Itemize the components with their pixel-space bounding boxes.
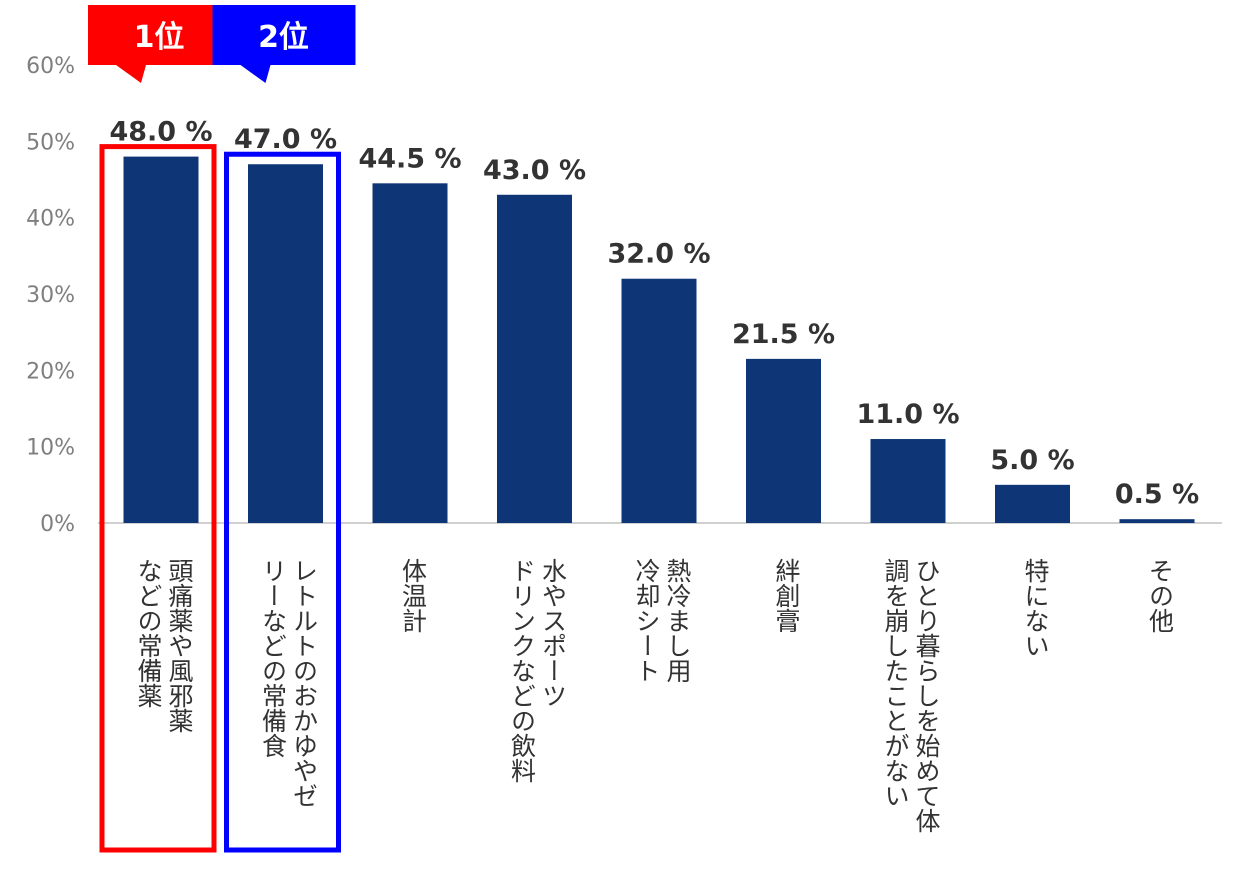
category-label-line: ひとり暮らしを始めて体 xyxy=(911,558,942,833)
data-label: 5.0 % xyxy=(990,445,1074,476)
bar xyxy=(746,359,821,523)
bar xyxy=(497,195,572,523)
category-label-line: 水やスポーツ xyxy=(538,558,569,708)
bar xyxy=(1120,519,1195,523)
category-label: 絆創膏 xyxy=(742,558,832,858)
rank-badge-pointer xyxy=(116,65,146,83)
rank-badge-pointer xyxy=(241,65,271,83)
category-label-line: などの常備薬 xyxy=(133,558,164,708)
category-label: その他 xyxy=(1115,558,1205,858)
category-label: 特にない xyxy=(991,558,1081,858)
category-label: 水やスポーツ ドリンクなどの飲料 xyxy=(493,558,583,858)
bar xyxy=(124,157,199,523)
data-label: 21.5 % xyxy=(732,319,835,350)
data-label: 48.0 % xyxy=(109,117,212,148)
data-label: 11.0 % xyxy=(856,399,959,430)
category-label: ひとり暮らしを始めて体 調を崩したことがない xyxy=(866,558,956,858)
category-label-line: 熱冷まし用 xyxy=(662,558,693,683)
rank-badge-label: 1位 xyxy=(134,20,185,55)
category-label: 体温計 xyxy=(368,558,458,858)
category-label: レトルトのおかゆやゼ リーなどの常備食 xyxy=(244,558,334,858)
data-label: 44.5 % xyxy=(358,143,461,174)
bar xyxy=(871,439,946,523)
chart-root: 0% 10% 20% 30% 40% 50% 60% 48.0 % 47.0 % 44.5 % 43… xyxy=(0,0,1239,872)
category-label-line: 頭痛薬や風邪薬 xyxy=(164,558,195,733)
category-label: 頭痛薬や風邪薬 などの常備薬 xyxy=(119,558,209,858)
category-label-line: 体温計 xyxy=(398,558,429,633)
category-label-line: 調を崩したことがない xyxy=(880,558,911,808)
data-label: 0.5 % xyxy=(1115,479,1199,510)
category-label-line: その他 xyxy=(1145,558,1176,633)
data-label: 47.0 % xyxy=(234,124,337,155)
y-tick-label: 60% xyxy=(26,54,75,79)
y-tick-label: 30% xyxy=(26,283,75,308)
bar xyxy=(248,164,323,523)
category-label-line: レトルトのおかゆやゼ xyxy=(289,558,320,808)
category-label: 熱冷まし用 冷却シート xyxy=(617,558,707,858)
category-label-line: ドリンクなどの飲料 xyxy=(507,558,538,783)
y-tick-label: 20% xyxy=(26,359,75,384)
y-tick-label: 0% xyxy=(40,512,75,537)
data-label: 43.0 % xyxy=(483,155,586,186)
rank-badge-label: 2位 xyxy=(258,20,309,55)
category-label-line: 絆創膏 xyxy=(771,558,802,633)
data-label: 32.0 % xyxy=(607,239,710,270)
category-label-line: 冷却シート xyxy=(631,558,662,683)
y-tick-label: 50% xyxy=(26,130,75,155)
y-tick-label: 10% xyxy=(26,436,75,461)
category-label-line: 特にない xyxy=(1020,558,1051,658)
category-label-line: リーなどの常備食 xyxy=(258,558,289,758)
bar xyxy=(622,279,697,523)
bar xyxy=(995,485,1070,523)
bar xyxy=(373,183,448,523)
y-tick-label: 40% xyxy=(26,207,75,232)
